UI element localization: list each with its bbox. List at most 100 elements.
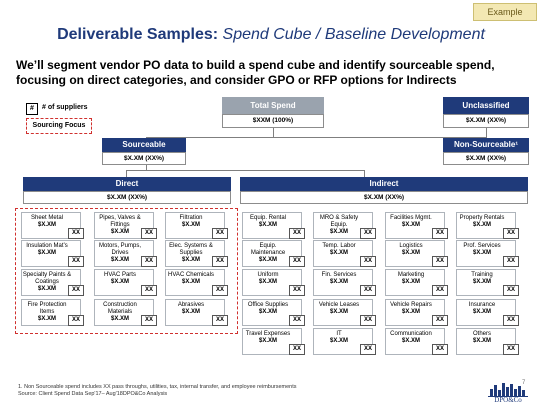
category-value: $X.XM	[329, 229, 348, 235]
category-name: Communication	[390, 331, 432, 337]
title-italic: Spend Cube / Baseline Development	[222, 26, 485, 43]
supplier-count-badge: XX	[432, 228, 448, 239]
nonsourceable-value: $X.XM (XX%)	[443, 152, 529, 165]
category-value: $X.XM	[401, 279, 420, 285]
supplier-count-badge: XX	[503, 256, 519, 267]
category-name: Facilities Mgmt.	[390, 215, 432, 221]
category-value: $X.XM	[472, 338, 491, 344]
sourcing-focus-region	[15, 208, 238, 334]
supplier-count-badge: XX	[141, 256, 157, 267]
category-value: $X.XM	[329, 309, 348, 315]
category-name: Training	[471, 272, 493, 278]
direct-category-box: HVAC Chemicals $X.XM	[165, 269, 225, 296]
category-value: $X.XM	[329, 250, 348, 256]
indirect-value: $X.XM (XX%)	[240, 191, 528, 204]
logo-text: DPO&Co	[494, 396, 522, 404]
unclassified-value: $X.XM (XX%)	[443, 114, 529, 128]
category-name: Vehicle Leases	[318, 302, 360, 308]
category-value: $X.XM	[472, 222, 491, 228]
supplier-count-badge: XX	[503, 344, 519, 355]
total-spend-header: Total Spend	[222, 97, 324, 114]
supplier-count-badge: XX	[432, 315, 448, 326]
category-value: $X.XM	[258, 309, 277, 315]
title-bold: Deliverable Samples:	[57, 26, 219, 43]
category-name: Property Rentals	[459, 215, 505, 221]
category-value: $X.XM	[258, 338, 277, 344]
category-name: Abrasives	[177, 302, 205, 308]
category-value: $X.XM	[329, 338, 348, 344]
legend-suppliers: # of suppliers	[42, 104, 88, 111]
nonsourceable-header: Non-Sourceable¹	[443, 138, 529, 152]
indirect-category-box: Vehicle Repairs $X.XM	[385, 299, 445, 326]
category-value: $X.XM	[110, 257, 129, 263]
category-value: $X.XM	[110, 316, 129, 322]
category-value: $X.XM	[110, 279, 129, 285]
supplier-count-badge: XX	[432, 285, 448, 296]
direct-category-box: Filtration $X.XM	[165, 212, 225, 239]
category-name: Insurance	[468, 302, 496, 308]
category-name: Vehicle Repairs	[390, 302, 432, 308]
supplier-count-badge: XX	[68, 228, 84, 239]
supplier-count-badge: XX	[289, 344, 305, 355]
direct-value: $X.XM (XX%)	[23, 191, 231, 204]
indirect-header: Indirect	[240, 177, 528, 191]
supplier-count-badge: XX	[289, 285, 305, 296]
category-value: $X.XM	[37, 286, 56, 292]
supplier-count-badge: XX	[503, 315, 519, 326]
category-name: Fin. Services	[321, 272, 357, 278]
supplier-count-badge: XX	[68, 256, 84, 267]
supplier-count-badge: XX	[360, 315, 376, 326]
supplier-count-badge: XX	[141, 228, 157, 239]
category-name: MRO & Safety Equip.	[319, 215, 359, 228]
indirect-category-box: Property Rentals $X.XM	[456, 212, 516, 239]
supplier-count-badge: XX	[141, 315, 157, 326]
category-name: Uniform	[257, 272, 279, 278]
supplier-count-badge: XX	[503, 228, 519, 239]
supplier-count-badge: XX	[360, 285, 376, 296]
direct-category-box: Specialty Paints & Coatings $X.XM	[21, 269, 81, 296]
category-name: Office Supplies	[247, 302, 289, 308]
category-value: $X.XM	[110, 229, 129, 235]
supplier-count-badge: XX	[289, 256, 305, 267]
indirect-category-box: Office Supplies $X.XM	[242, 299, 302, 326]
indirect-category-box: MRO & Safety Equip. $X.XM	[313, 212, 373, 239]
category-name: Filtration	[179, 215, 203, 221]
supplier-count-badge: XX	[360, 344, 376, 355]
category-name: Specialty Paints & Coatings	[22, 272, 72, 285]
category-name: Marketing	[397, 272, 425, 278]
supplier-count-badge: XX	[289, 315, 305, 326]
category-value: $X.XM	[258, 257, 277, 263]
category-name: Sheet Metal	[30, 215, 64, 221]
category-value: $X.XM	[37, 250, 56, 256]
category-value: $X.XM	[329, 279, 348, 285]
category-value: $X.XM	[472, 309, 491, 315]
supplier-count-badge: XX	[212, 315, 228, 326]
category-value: $X.XM	[401, 338, 420, 344]
category-name: Fire Protection Items	[27, 302, 67, 315]
footnote-2: Source: Client Spend Data Sep'17– Aug'18…	[18, 391, 168, 397]
skyline-logo-icon	[488, 383, 528, 397]
category-value: $X.XM	[37, 316, 56, 322]
supplier-count-badge: XX	[289, 228, 305, 239]
supplier-count-badge: XX	[432, 344, 448, 355]
category-name: Motors, Pumps, Drives	[98, 243, 141, 256]
supplier-count-badge: XX	[212, 228, 228, 239]
category-name: Logistics	[399, 243, 423, 249]
supplier-count-badge: XX	[503, 285, 519, 296]
company-logo: DPO&Co	[486, 381, 530, 404]
category-value: $X.XM	[181, 222, 200, 228]
category-name: Elec. Systems & Supplies	[169, 243, 213, 256]
category-value: $X.XM	[472, 250, 491, 256]
page-title: Deliverable Samples: Spend Cube / Baseli…	[0, 26, 542, 44]
category-name: Temp. Labor	[322, 243, 356, 249]
category-value: $X.XM	[181, 257, 200, 263]
category-value: $X.XM	[401, 309, 420, 315]
supplier-count-badge: XX	[432, 256, 448, 267]
sourceable-value: $X.XM (XX%)	[102, 152, 186, 165]
direct-header: Direct	[23, 177, 231, 191]
category-name: Prof. Services	[463, 243, 501, 249]
category-name: Insulation Mat’s	[26, 243, 68, 249]
supplier-count-badge: XX	[68, 285, 84, 296]
indirect-category-box: Prof. Services $X.XM	[456, 240, 516, 267]
example-tag: Example	[473, 3, 537, 21]
